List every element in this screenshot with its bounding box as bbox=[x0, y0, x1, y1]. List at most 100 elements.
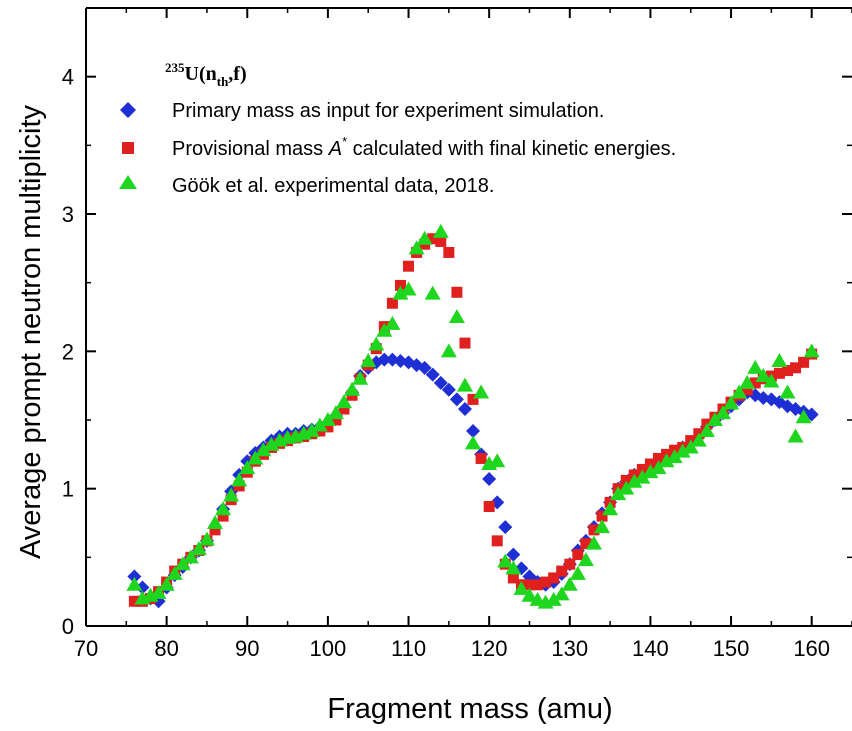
legend-label-provisional: Provisional mass A* calculated with fina… bbox=[172, 134, 676, 160]
triangle-data-point bbox=[787, 428, 804, 443]
triangle-data-point bbox=[714, 405, 731, 420]
legend-label-primary: Primary mass as input for experiment sim… bbox=[172, 100, 604, 122]
triangle-data-point bbox=[239, 460, 256, 475]
square-data-point bbox=[451, 286, 463, 298]
triangle-data-point bbox=[618, 480, 635, 495]
x-tick-label: 160 bbox=[793, 636, 830, 661]
reaction-subscript: th bbox=[217, 74, 229, 89]
triangle-data-point bbox=[440, 343, 457, 358]
triangle-data-point bbox=[465, 435, 482, 450]
y-axis-ticks: 0 1 2 3 4 bbox=[62, 65, 852, 639]
triangle-data-point bbox=[368, 336, 385, 351]
triangle-data-point bbox=[255, 442, 272, 457]
square-data-point bbox=[790, 362, 802, 374]
triangle-data-point bbox=[416, 230, 433, 245]
legend-triangle-marker bbox=[119, 175, 137, 189]
square-data-point bbox=[209, 524, 221, 536]
data-series bbox=[126, 223, 820, 609]
triangle-data-point bbox=[384, 315, 401, 330]
triangle-data-point bbox=[739, 374, 756, 389]
legend: Primary mass as input for experiment sim… bbox=[119, 100, 676, 197]
square-data-point bbox=[798, 356, 810, 368]
square-data-point bbox=[781, 365, 793, 377]
x-tick-label: 80 bbox=[154, 636, 178, 661]
square-data-point bbox=[540, 576, 552, 588]
triangle-data-point bbox=[336, 394, 353, 409]
y-tick-label: 2 bbox=[62, 339, 74, 364]
triangle-data-point bbox=[231, 472, 248, 487]
triangle-data-point bbox=[263, 436, 280, 451]
square-data-point bbox=[427, 233, 439, 245]
triangle-data-point bbox=[763, 373, 780, 388]
triangle-data-point bbox=[545, 591, 562, 606]
x-tick-label: 100 bbox=[310, 636, 347, 661]
triangle-data-point bbox=[650, 460, 667, 475]
triangle-data-point bbox=[505, 560, 522, 575]
diamond-data-point bbox=[417, 360, 432, 375]
triangle-data-point bbox=[658, 453, 675, 468]
diamond-data-point bbox=[506, 547, 521, 562]
plot-frame bbox=[85, 7, 852, 627]
series-triangle bbox=[126, 223, 820, 609]
triangle-data-point bbox=[311, 417, 328, 432]
x-tick-label: 120 bbox=[471, 636, 508, 661]
square-data-point bbox=[338, 403, 350, 415]
x-tick-label: 150 bbox=[713, 636, 750, 661]
triangle-data-point bbox=[408, 240, 425, 255]
y-tick-label: 1 bbox=[62, 477, 74, 502]
x-axis-ticks: 70 80 90 100 110 120 130 140 150 160 bbox=[74, 8, 852, 661]
x-axis-title: Fragment mass (amu) bbox=[327, 693, 612, 725]
square-data-point bbox=[483, 501, 495, 513]
triangle-data-point bbox=[376, 322, 393, 337]
triangle-data-point bbox=[198, 531, 215, 546]
triangle-data-point bbox=[473, 384, 490, 399]
x-tick-label: 90 bbox=[235, 636, 259, 661]
triangle-data-point bbox=[682, 439, 699, 454]
reaction-tail: ,f) bbox=[228, 63, 246, 85]
y-tick-label: 4 bbox=[62, 65, 74, 90]
square-data-point bbox=[435, 235, 447, 247]
x-tick-label: 110 bbox=[391, 636, 426, 661]
x-tick-label: 130 bbox=[551, 636, 588, 661]
triangle-data-point bbox=[456, 377, 473, 392]
triangle-data-point bbox=[706, 412, 723, 426]
triangle-data-point bbox=[666, 449, 683, 464]
reaction-annotation: 235U(nth,f) bbox=[165, 60, 247, 89]
triangle-data-point bbox=[207, 515, 224, 529]
diamond-data-point bbox=[135, 580, 150, 595]
triangle-data-point bbox=[642, 464, 659, 479]
triangle-data-point bbox=[602, 501, 619, 516]
triangle-data-point bbox=[303, 422, 320, 437]
triangle-data-point bbox=[497, 553, 514, 568]
triangle-data-point bbox=[215, 501, 232, 516]
y-axis-title: Average prompt neutron multiplicity bbox=[15, 104, 47, 559]
triangle-data-point bbox=[577, 552, 594, 567]
diamond-data-point bbox=[433, 375, 448, 390]
square-data-point bbox=[443, 246, 455, 258]
reaction-mass-number: 235 bbox=[165, 60, 185, 75]
y-tick-label: 3 bbox=[62, 202, 74, 227]
diamond-data-point bbox=[127, 569, 142, 584]
legend-item-primary: Primary mass as input for experiment sim… bbox=[120, 100, 604, 122]
triangle-data-point bbox=[561, 576, 578, 591]
triangle-data-point bbox=[126, 576, 143, 591]
square-data-point bbox=[394, 279, 406, 291]
triangle-data-point bbox=[448, 309, 465, 323]
triangle-data-point bbox=[489, 453, 506, 468]
triangle-data-point bbox=[174, 556, 191, 571]
reaction-element: U(n bbox=[185, 63, 217, 85]
legend-square-marker bbox=[122, 142, 134, 154]
legend-diamond-marker bbox=[120, 102, 136, 118]
triangle-data-point bbox=[360, 352, 377, 367]
x-tick-label: 70 bbox=[74, 636, 98, 661]
series-diamond bbox=[127, 352, 819, 609]
diamond-data-point bbox=[482, 472, 497, 487]
triangle-data-point bbox=[513, 580, 530, 595]
diamond-data-point bbox=[498, 520, 513, 535]
square-data-point bbox=[644, 458, 656, 470]
diamond-data-point bbox=[457, 402, 472, 417]
square-data-point bbox=[459, 337, 471, 349]
triangle-data-point bbox=[803, 343, 820, 358]
triangle-data-point bbox=[182, 549, 199, 564]
